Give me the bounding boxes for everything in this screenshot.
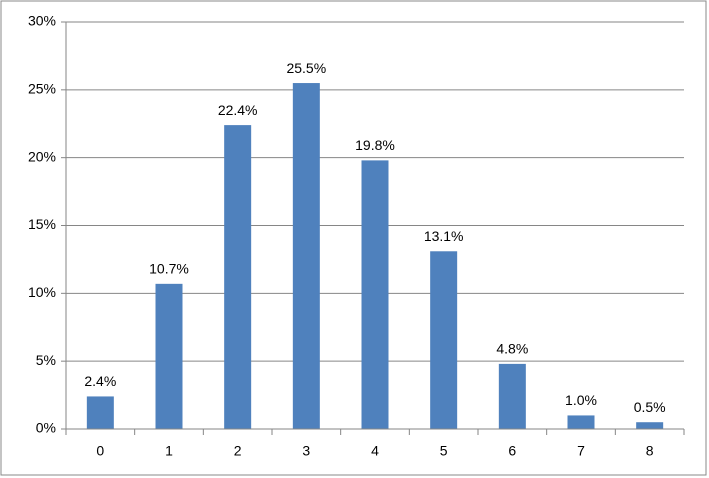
bar: [155, 283, 183, 429]
bar: [567, 415, 595, 429]
bar: [86, 396, 114, 429]
y-tick-label: 20%: [28, 148, 56, 164]
y-tick-label: 25%: [28, 81, 56, 97]
value-label: 0.5%: [634, 399, 666, 415]
y-tick-label: 0%: [36, 420, 56, 436]
value-label: 2.4%: [84, 373, 116, 389]
bar: [224, 125, 252, 430]
value-label: 10.7%: [149, 261, 189, 277]
y-tick-label: 15%: [28, 216, 56, 232]
x-tick-label: 1: [165, 443, 173, 459]
x-tick-label: 2: [234, 443, 242, 459]
bar: [292, 83, 320, 430]
x-tick-label: 7: [577, 443, 585, 459]
bar: [636, 422, 664, 429]
value-label: 19.8%: [355, 137, 395, 153]
value-label: 13.1%: [424, 228, 464, 244]
x-tick-label: 5: [440, 443, 448, 459]
bar: [430, 251, 458, 429]
x-tick-label: 4: [371, 443, 379, 459]
value-label: 4.8%: [496, 341, 528, 357]
y-tick-label: 30%: [28, 13, 56, 29]
value-label: 25.5%: [286, 60, 326, 76]
bar: [361, 160, 389, 429]
value-label: 22.4%: [218, 102, 258, 118]
value-label: 1.0%: [565, 392, 597, 408]
y-tick-label: 10%: [28, 284, 56, 300]
x-tick-label: 3: [302, 443, 310, 459]
bar: [498, 363, 526, 429]
x-tick-label: 8: [646, 443, 654, 459]
y-tick-label: 5%: [36, 352, 56, 368]
x-tick-label: 6: [508, 443, 516, 459]
x-tick-label: 0: [96, 443, 104, 459]
